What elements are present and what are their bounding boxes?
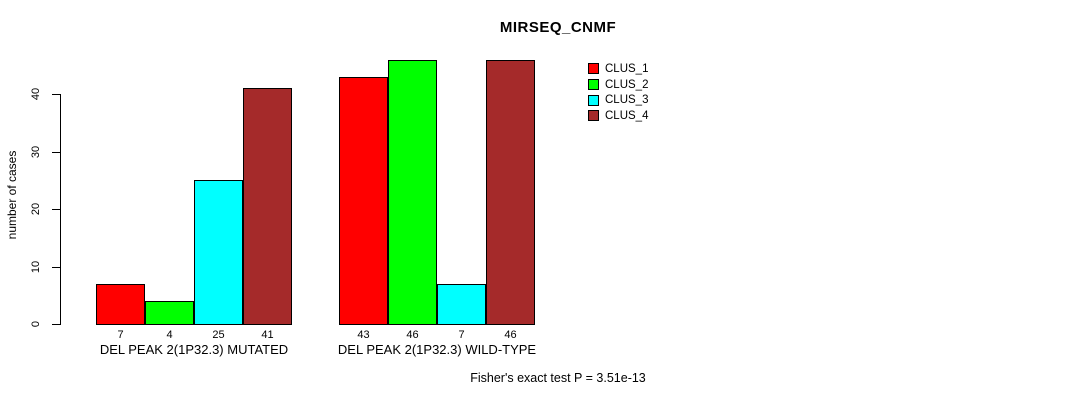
y-axis-tick xyxy=(52,324,60,325)
legend-swatch-clus_3 xyxy=(588,94,599,106)
bar-value-label: 41 xyxy=(261,329,274,341)
y-axis-tick-label: 20 xyxy=(30,202,42,216)
legend-label: CLUS_4 xyxy=(605,109,649,122)
legend-item-clus_3: CLUS_3 xyxy=(588,92,648,108)
legend-item-clus_2: CLUS_2 xyxy=(588,77,648,93)
legend: CLUS_1 CLUS_2 CLUS_3 CLUS_4 xyxy=(588,61,648,124)
bar-value-label: 7 xyxy=(458,329,465,341)
y-axis-tick-label: 40 xyxy=(30,87,42,101)
bar-value-label: 7 xyxy=(117,329,124,341)
legend-swatch-clus_1 xyxy=(588,63,599,75)
y-axis-tick-label: 30 xyxy=(30,145,42,158)
y-axis-tick xyxy=(52,266,60,268)
y-axis-line xyxy=(60,94,61,325)
legend-item-clus_1: CLUS_1 xyxy=(588,61,648,77)
y-axis-tick-label: 10 xyxy=(30,260,42,273)
y-axis-tick xyxy=(52,151,60,153)
bar-value-label: 4 xyxy=(166,329,173,341)
bar-clus_1-group2 xyxy=(339,76,388,325)
bar-clus_1-group1 xyxy=(96,283,145,325)
bar-clus_4-group1 xyxy=(243,88,292,325)
group-label: DEL PEAK 2(1P32.3) WILD-TYPE xyxy=(337,342,537,357)
bar-clus_4-group2 xyxy=(486,59,535,325)
legend-label: CLUS_1 xyxy=(605,62,649,75)
group-label: DEL PEAK 2(1P32.3) MUTATED xyxy=(99,342,289,357)
bar-value-label: 25 xyxy=(212,329,225,341)
y-axis-title: number of cases xyxy=(5,150,19,240)
y-axis-tick xyxy=(52,209,60,210)
bar-value-label: 43 xyxy=(357,329,370,341)
legend-swatch-clus_4 xyxy=(588,110,599,122)
legend-label: CLUS_3 xyxy=(605,94,649,107)
legend-label: CLUS_2 xyxy=(605,78,649,91)
chart-title: MIRSEQ_CNMF xyxy=(499,19,617,36)
bar-value-label: 46 xyxy=(504,329,517,341)
y-axis-tick-label: 0 xyxy=(30,320,42,328)
legend-swatch-clus_2 xyxy=(588,79,599,91)
legend-item-clus_4: CLUS_4 xyxy=(588,108,648,124)
bar-value-label: 46 xyxy=(406,329,419,341)
fisher-test-annotation: Fisher's exact test P = 3.51e-13 xyxy=(470,371,646,385)
bar-clus_3-group1 xyxy=(194,180,243,325)
y-axis-tick xyxy=(52,94,60,95)
bar-clus_3-group2 xyxy=(437,283,486,325)
bar-clus_2-group2 xyxy=(388,59,437,325)
bar-clus_2-group1 xyxy=(145,301,194,325)
